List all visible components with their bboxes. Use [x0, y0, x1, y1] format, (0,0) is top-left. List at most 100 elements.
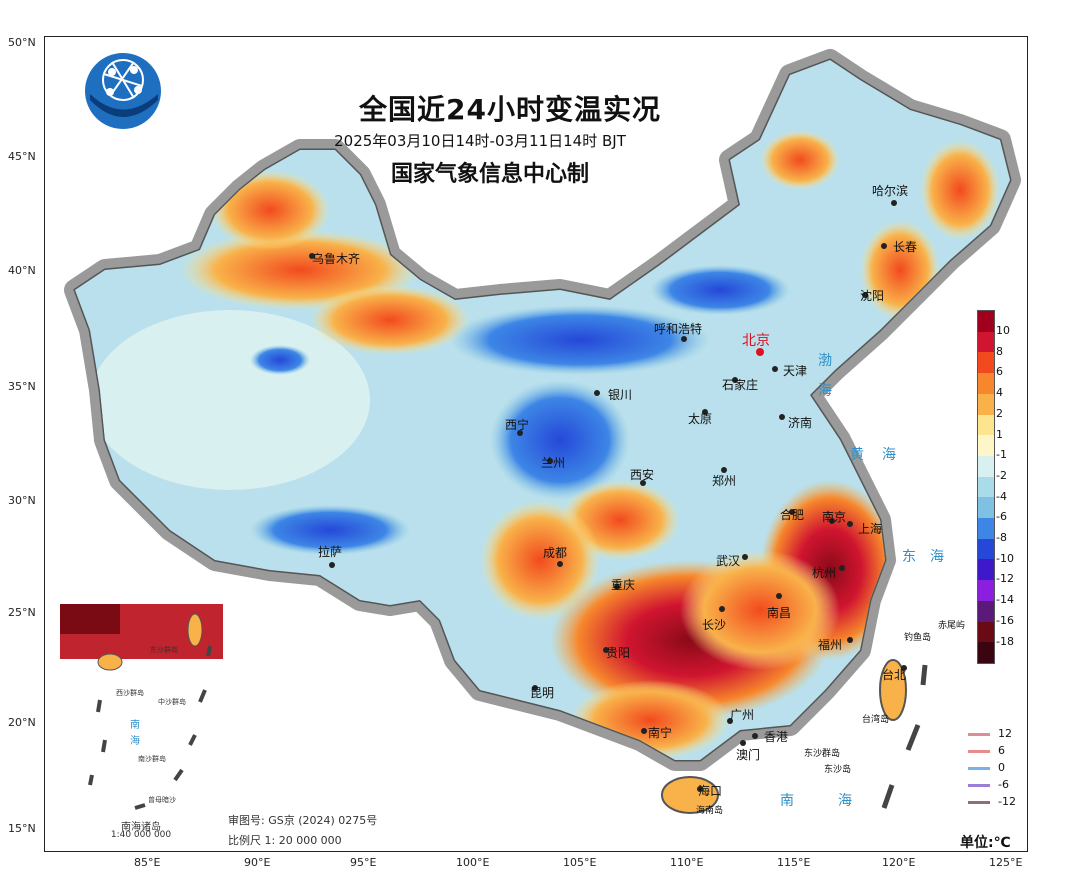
color-legend — [977, 310, 995, 664]
city-dot — [776, 593, 782, 599]
legend-swatch — [978, 621, 994, 643]
city-label: 福州 — [818, 638, 843, 652]
legend-swatch — [978, 538, 994, 560]
city-dot — [603, 647, 609, 653]
city-dot — [721, 467, 727, 473]
line-legend-swatch — [968, 749, 990, 753]
city-dot — [329, 562, 335, 568]
lon-label: 115°E — [777, 856, 811, 869]
line-legend-swatch — [968, 732, 990, 736]
legend-swatch — [978, 455, 994, 477]
line-legend-item: -12 — [968, 795, 1016, 808]
legend-label: 2 — [996, 406, 1003, 420]
city-label: 天津 — [783, 364, 808, 378]
map-period: 2025年03月10日14时-03月11日14时 BJT — [334, 132, 626, 150]
line-legend-item: 0 — [968, 761, 1005, 774]
city-label: 乌鲁木齐 — [312, 252, 361, 266]
lat-label: 35°N — [8, 380, 36, 393]
legend-swatch — [978, 331, 994, 353]
legend-label: -4 — [996, 489, 1007, 503]
cma-logo — [82, 50, 164, 132]
legend-swatch — [978, 600, 994, 622]
line-legend-label: 6 — [998, 744, 1005, 757]
city-label: 长春 — [893, 240, 918, 254]
inset-scale: 1:40 000 000 — [110, 830, 172, 840]
city-dot — [789, 509, 795, 515]
city-label: 钓鱼岛 — [904, 633, 932, 643]
sea-label: 渤 — [818, 353, 838, 369]
city-dot — [681, 336, 687, 342]
line-legend-item: 12 — [968, 727, 1012, 740]
city-label: 海南岛 — [696, 806, 724, 816]
city-label: 西安 — [630, 468, 655, 482]
lat-label: 20°N — [8, 716, 36, 729]
city-dot — [779, 414, 785, 420]
city-dot — [594, 390, 600, 396]
city-label: 成都 — [543, 546, 568, 560]
lon-label: 120°E — [882, 856, 916, 869]
sea-label: 海 — [930, 549, 950, 565]
city-dot — [742, 554, 748, 560]
city-label: 东沙岛 — [824, 765, 852, 775]
line-legend-swatch — [968, 783, 990, 787]
sea-label: 黄 — [850, 447, 870, 463]
line-legend-item: -6 — [968, 778, 1009, 791]
city-label: 澳门 — [736, 748, 761, 762]
legend-label: -2 — [996, 468, 1007, 482]
map-producer: 国家气象信息中心制 — [390, 162, 589, 187]
lon-label: 125°E — [989, 856, 1023, 869]
city-label: 太原 — [688, 412, 713, 426]
city-dot — [547, 458, 553, 464]
city-label: 哈尔滨 — [872, 184, 909, 198]
city-dot — [901, 665, 907, 671]
city-dot — [732, 377, 738, 383]
city-dot — [756, 348, 764, 356]
city-label: 台湾岛 — [862, 715, 890, 725]
city-label: 台北 — [882, 668, 907, 682]
city-dot — [772, 366, 778, 372]
line-legend-label: 12 — [998, 727, 1012, 740]
legend-label: -12 — [996, 572, 1014, 586]
legend-swatch — [978, 352, 994, 374]
city-label: 合肥 — [780, 508, 805, 522]
city-label: 昆明 — [530, 686, 555, 700]
city-label: 武汉 — [716, 554, 741, 568]
legend-swatch — [978, 497, 994, 519]
lon-label: 105°E — [563, 856, 597, 869]
lat-label: 40°N — [8, 264, 36, 277]
city-label: 呼和浩特 — [654, 322, 703, 336]
legend-label: 6 — [996, 365, 1003, 379]
inset-label: 东沙群岛 — [150, 646, 178, 654]
legend-label: -16 — [996, 613, 1014, 627]
legend-label: 1 — [996, 427, 1003, 441]
city-label: 重庆 — [611, 578, 636, 592]
lon-label: 95°E — [350, 856, 377, 869]
line-legend-swatch — [968, 800, 990, 804]
inset-title: 南海诸岛 — [121, 822, 161, 833]
line-legend-label: -12 — [998, 795, 1016, 808]
city-label: 贵阳 — [606, 646, 631, 660]
sea-label: 海 — [882, 447, 902, 463]
map-title: 全国近24小时变温实况 — [359, 93, 661, 126]
city-label: 香港 — [764, 730, 789, 744]
scale-note: 比例尺 1: 20 000 000 — [228, 834, 342, 847]
map-frame — [44, 36, 1028, 852]
legend-label: -14 — [996, 593, 1014, 607]
city-label: 济南 — [788, 416, 813, 430]
hainan-island — [661, 776, 719, 814]
city-label: 上海 — [858, 522, 883, 536]
city-label: 银川 — [608, 388, 633, 402]
city-label: 北京 — [742, 333, 770, 349]
city-dot — [517, 430, 523, 436]
city-dot — [640, 480, 646, 486]
taiwan-island — [879, 659, 907, 721]
city-label: 沈阳 — [860, 289, 885, 303]
lon-label: 110°E — [670, 856, 704, 869]
city-label: 拉萨 — [318, 545, 343, 559]
boundary-marks — [881, 664, 928, 809]
city-dot — [641, 728, 647, 734]
city-dot — [847, 521, 853, 527]
city-dot — [727, 718, 733, 724]
city-label: 南昌 — [767, 606, 792, 620]
legend-swatch — [978, 580, 994, 601]
